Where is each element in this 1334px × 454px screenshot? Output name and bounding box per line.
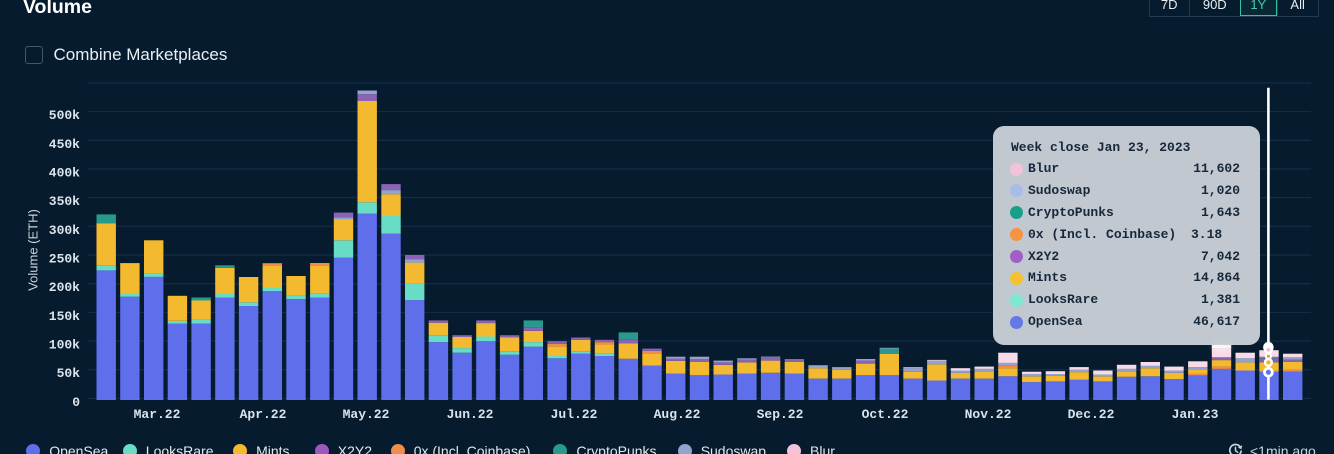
svg-text:150k: 150k — [49, 309, 80, 324]
svg-text:250k: 250k — [49, 252, 80, 267]
svg-text:May.22: May.22 — [343, 407, 390, 422]
svg-text:Volume (ETH): Volume (ETH) — [26, 209, 41, 291]
svg-text:400k: 400k — [49, 166, 80, 181]
svg-text:Oct.22: Oct.22 — [862, 407, 909, 422]
svg-text:300k: 300k — [49, 223, 80, 238]
svg-text:Jan.23: Jan.23 — [1172, 407, 1219, 422]
svg-text:100k: 100k — [49, 338, 80, 353]
svg-text:Jun.22: Jun.22 — [447, 407, 494, 422]
svg-text:Aug.22: Aug.22 — [654, 407, 701, 422]
svg-text:450k: 450k — [49, 137, 80, 152]
svg-text:0: 0 — [72, 395, 80, 410]
svg-text:Jul.22: Jul.22 — [551, 407, 598, 422]
svg-text:Sep.22: Sep.22 — [757, 407, 804, 422]
svg-text:50k: 50k — [57, 366, 81, 381]
svg-text:350k: 350k — [49, 194, 80, 209]
svg-text:Mar.22: Mar.22 — [134, 407, 181, 422]
svg-text:Apr.22: Apr.22 — [240, 407, 287, 422]
svg-text:500k: 500k — [49, 108, 80, 123]
svg-text:200k: 200k — [49, 280, 80, 295]
svg-text:Nov.22: Nov.22 — [965, 407, 1012, 422]
svg-text:Dec.22: Dec.22 — [1068, 407, 1115, 422]
